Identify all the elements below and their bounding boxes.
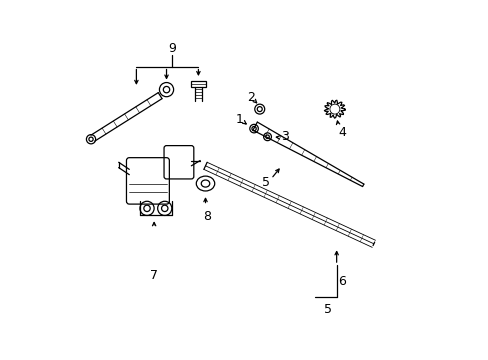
Bar bbox=[190, 81, 206, 87]
Text: 2: 2 bbox=[247, 91, 255, 104]
Text: 6: 6 bbox=[337, 275, 345, 288]
Text: 3: 3 bbox=[280, 130, 288, 143]
Text: 8: 8 bbox=[203, 210, 211, 222]
Text: 7: 7 bbox=[150, 269, 158, 282]
Text: 5: 5 bbox=[323, 303, 331, 316]
Text: 9: 9 bbox=[167, 42, 175, 55]
Text: 1: 1 bbox=[236, 113, 244, 126]
Text: 5: 5 bbox=[262, 176, 270, 189]
Text: 4: 4 bbox=[338, 126, 346, 139]
